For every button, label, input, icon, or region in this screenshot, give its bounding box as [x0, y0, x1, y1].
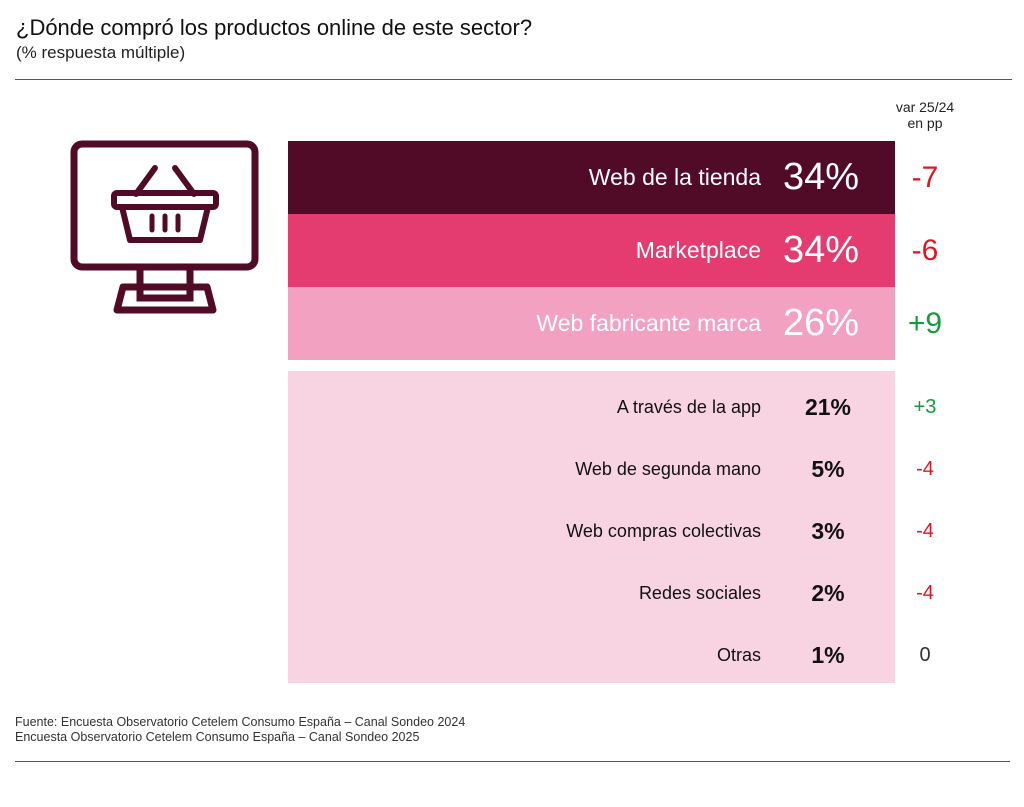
channel-percent: 5% [811, 456, 845, 482]
channel-label: Web compras colectivas [566, 521, 761, 541]
channel-label: Redes sociales [638, 583, 761, 603]
channel-row-highlight: Web de la tienda 34% [288, 141, 895, 214]
channel-label: A través de la app [616, 397, 761, 417]
channel-variation: +9 [907, 307, 943, 340]
chart-subtitle: (% respuesta múltiple) [16, 43, 186, 62]
channel-variation: -7 [911, 161, 939, 194]
computer-basket-icon [70, 140, 260, 318]
channel-label: Web fabricante marca [536, 310, 761, 336]
channel-percent: 3% [811, 518, 845, 544]
channel-variation: -4 [916, 520, 934, 542]
other-channels-panel [288, 371, 895, 683]
channel-label: Web de segunda mano [575, 459, 761, 479]
channel-label: Web de la tienda [588, 164, 761, 190]
bottom-divider [15, 761, 1010, 762]
channel-variation: +3 [913, 396, 937, 418]
channel-row: Web compras colectivas 3% [288, 500, 895, 562]
variation-column-header: var 25/24 en pp [880, 99, 970, 131]
channel-percent: 1% [811, 642, 845, 668]
channel-percent: 21% [804, 394, 852, 420]
channel-row: Otras 1% [288, 624, 895, 686]
variation-header-line1: var 25/24 [895, 99, 955, 115]
channel-variation: -4 [916, 582, 934, 604]
channel-variation: -4 [916, 458, 934, 480]
channel-row-highlight: Web fabricante marca 26% [288, 287, 895, 360]
channel-percent: 34% [783, 156, 860, 198]
channel-variation: -6 [911, 234, 939, 267]
channel-label: Otras [716, 645, 761, 665]
top-divider [15, 79, 1012, 80]
channel-percent: 34% [783, 229, 860, 271]
channel-percent: 2% [811, 580, 845, 606]
channel-row: Web de segunda mano 5% [288, 438, 895, 500]
channel-label: Marketplace [635, 237, 761, 263]
channel-row: Redes sociales 2% [288, 562, 895, 624]
channel-row-highlight: Marketplace 34% [288, 214, 895, 287]
channel-row: A través de la app 21% [288, 376, 895, 438]
chart-title: ¿Dónde compró los productos online de es… [16, 15, 533, 40]
variation-header-line2: en pp [907, 115, 943, 131]
channel-percent: 26% [783, 302, 860, 344]
channel-variation: 0 [919, 644, 931, 666]
source-line-1: Fuente: Encuesta Observatorio Cetelem Co… [15, 715, 466, 729]
source-line-2: Encuesta Observatorio Cetelem Consumo Es… [15, 730, 420, 744]
source-note: Fuente: Encuesta Observatorio Cetelem Co… [15, 715, 465, 745]
